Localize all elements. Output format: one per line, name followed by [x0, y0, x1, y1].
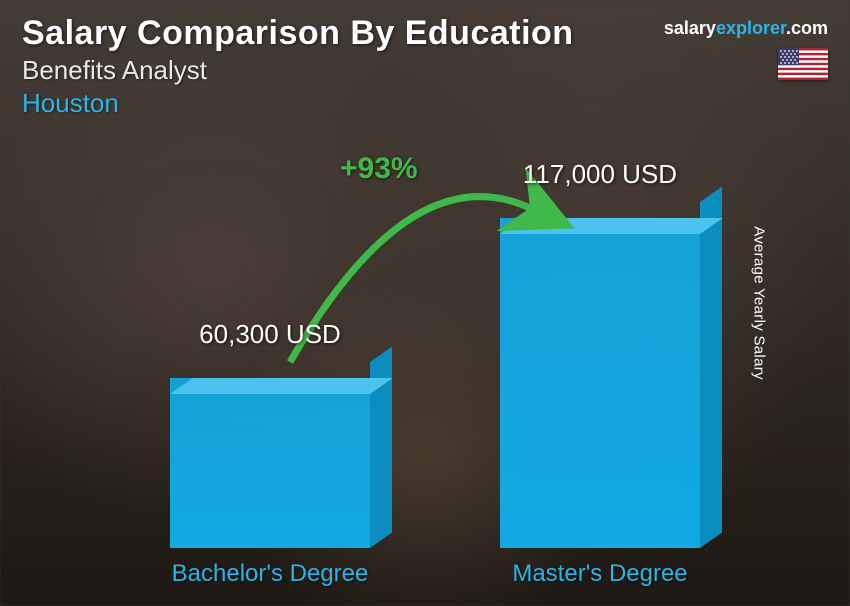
percent-increase-label: +93%	[340, 152, 418, 186]
bar-value-label: 60,300 USD	[140, 319, 400, 350]
brand-part2: explorer	[716, 18, 786, 38]
y-axis-label: Average Yearly Salary	[751, 226, 768, 380]
brand-suffix: .com	[786, 18, 828, 38]
bar-top	[500, 218, 723, 234]
job-title: Benefits Analyst	[22, 55, 828, 86]
bar-front	[500, 218, 700, 548]
bar-side	[370, 347, 392, 548]
location: Houston	[22, 88, 828, 119]
bar-front	[170, 378, 370, 548]
bar	[500, 218, 700, 548]
bar-top	[170, 378, 393, 394]
bar-side	[700, 187, 722, 548]
bar	[170, 378, 370, 548]
country-flag-icon	[778, 48, 828, 80]
bar-category-label: Master's Degree	[470, 560, 730, 588]
bar-category-label: Bachelor's Degree	[140, 560, 400, 588]
bar-value-label: 117,000 USD	[470, 159, 730, 190]
brand-part1: salary	[664, 18, 716, 38]
brand-logo: salaryexplorer.com	[664, 18, 828, 39]
